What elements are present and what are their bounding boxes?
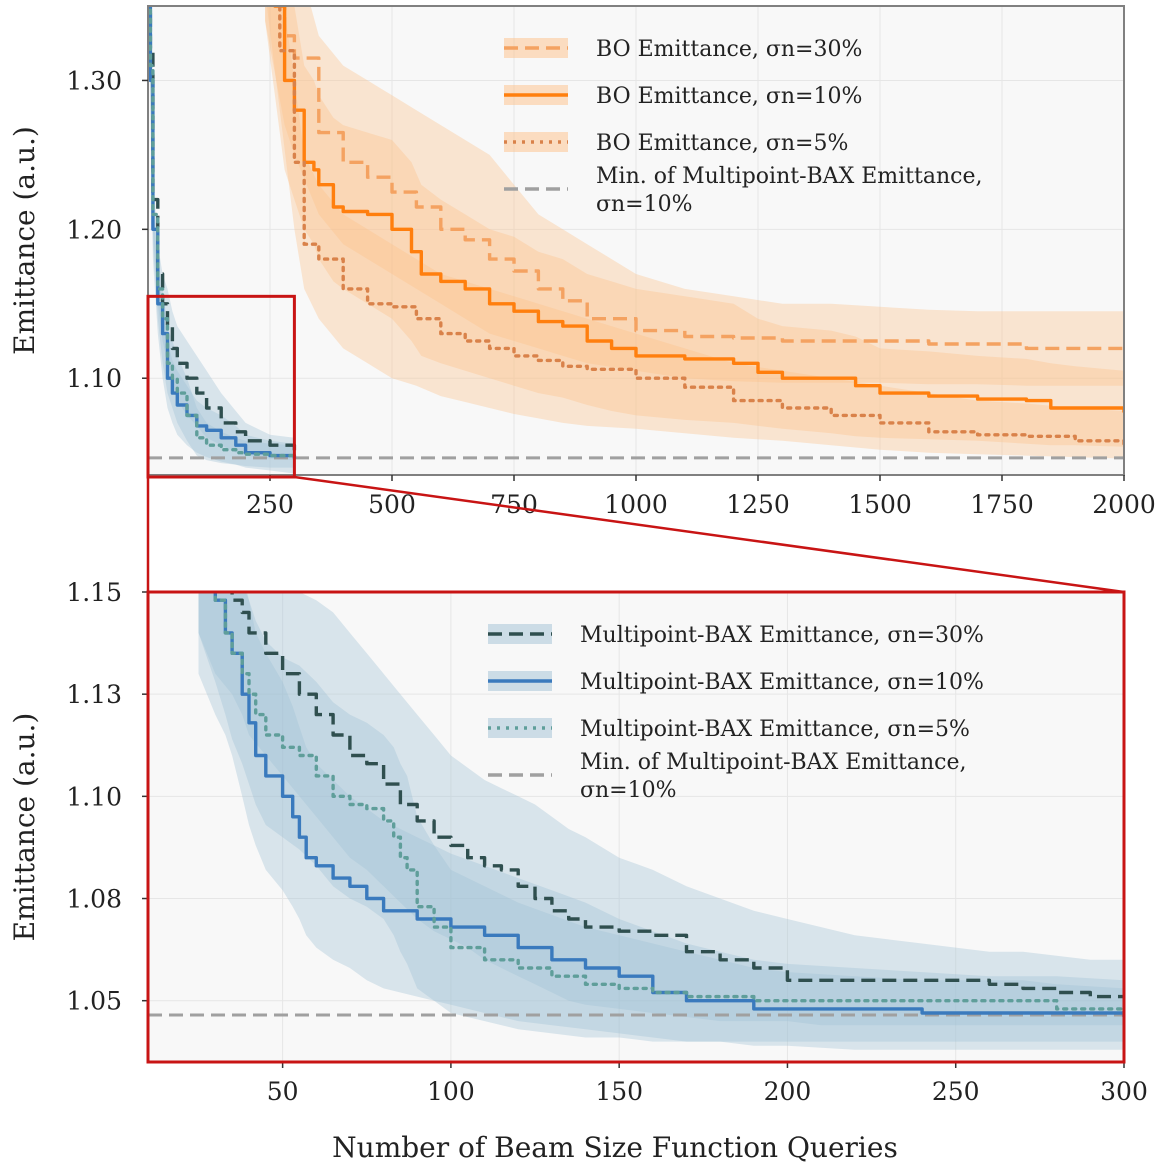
top-plot-area xyxy=(148,6,1124,474)
bottom-legend-label: Multipoint-BAX Emittance, σn=5% xyxy=(580,717,970,742)
zoom-connector-right xyxy=(294,475,1125,594)
zoom-box xyxy=(146,294,296,479)
bottom-band-bax10 xyxy=(198,592,1124,1050)
top-legend-label: BO Emittance, σn=30% xyxy=(596,37,862,62)
bottom-x-tick-label: 250 xyxy=(932,1077,980,1106)
bottom-legend-label: σn=10% xyxy=(580,778,677,803)
top-band-bo30 xyxy=(265,6,1124,386)
top-y-tick-label: 1.10 xyxy=(66,364,122,393)
top-y-tick-label: 1.30 xyxy=(66,66,122,95)
bottom-y-tick-label: 1.13 xyxy=(66,680,122,709)
bottom-legend-label: Multipoint-BAX Emittance, σn=30% xyxy=(580,623,984,648)
bottom-y-tick-label: 1.08 xyxy=(66,885,122,914)
bottom-plot-area xyxy=(148,592,1124,1050)
bottom-plot-background xyxy=(148,592,1124,1062)
bottom-y-tick-label: 1.05 xyxy=(66,987,122,1016)
bottom-band-bax5 xyxy=(198,592,1124,1042)
zoom-connectors xyxy=(146,294,1126,1064)
bottom-legend-label: Multipoint-BAX Emittance, σn=10% xyxy=(580,670,984,695)
bottom-y-axis-label: Emittance (a.u.) xyxy=(8,713,41,942)
bottom-series-line-bax30 xyxy=(230,592,1124,999)
bottom-x-tick-label: 300 xyxy=(1100,1077,1148,1106)
bottom-x-tick-label: 150 xyxy=(595,1077,643,1106)
bottom-x-tick-label: 100 xyxy=(427,1077,475,1106)
top-band-bo5 xyxy=(266,6,1124,459)
top-band-bo10 xyxy=(265,6,1124,447)
top-legend-label: σn=10% xyxy=(596,192,693,217)
bottom-y-tick-label: 1.10 xyxy=(66,782,122,811)
bottom-legend: Multipoint-BAX Emittance, σn=30% Multipoi… xyxy=(488,623,984,803)
top-x-tick-label: 500 xyxy=(368,490,416,519)
bottom-y-tick-label: 1.15 xyxy=(66,578,122,607)
top-series-line-bax5 xyxy=(148,6,297,461)
top-legend-label: BO Emittance, σn=5% xyxy=(596,131,848,156)
top-band-bax30 xyxy=(148,6,295,461)
top-series-line-bo10 xyxy=(273,6,1124,413)
bottom-panel: 50 100 150 200 250 300 1.05 1.08 1.10 1.13 1.15 Emi… xyxy=(8,578,1148,1106)
bottom-legend-swatch-band xyxy=(488,718,552,738)
bottom-x-tick-label: 200 xyxy=(764,1077,812,1106)
top-x-tick-label: 1750 xyxy=(970,490,1034,519)
top-legend: BO Emittance, σn=30% BO Emittance, σn=10%… xyxy=(504,37,982,217)
top-x-tick-label: 1500 xyxy=(848,490,912,519)
top-x-tick-label: 1000 xyxy=(604,490,668,519)
top-legend-swatch-band xyxy=(504,132,568,152)
top-x-tick-label: 250 xyxy=(246,490,294,519)
top-series-line-bo30 xyxy=(282,6,1124,351)
top-y-axis-label: Emittance (a.u.) xyxy=(8,126,41,355)
bottom-legend-label: Min. of Multipoint-BAX Emittance, xyxy=(580,750,966,775)
bottom-series-line-bax10 xyxy=(213,592,1124,1017)
bottom-x-tick-label: 50 xyxy=(267,1077,299,1106)
top-legend-label: Min. of Multipoint-BAX Emittance, xyxy=(596,164,982,189)
top-x-tick-label: 2000 xyxy=(1092,490,1156,519)
bottom-band-bax30 xyxy=(198,592,1124,1026)
bottom-series-line-bax5 xyxy=(213,592,1124,1019)
top-ticks: 250 500 750 1000 1250 1500 1750 20001.101.201.3… xyxy=(66,66,1155,519)
x-axis-label: Number of Beam Size Function Queries xyxy=(332,1131,898,1164)
top-series-line-bo5 xyxy=(278,6,1124,446)
top-series-line-bax30 xyxy=(148,6,297,453)
top-x-tick-label: 1250 xyxy=(726,490,790,519)
zoom-inset-frame xyxy=(146,590,1126,1064)
top-legend-label: BO Emittance, σn=10% xyxy=(596,84,862,109)
top-y-tick-label: 1.20 xyxy=(66,215,122,244)
top-panel: 250 500 750 1000 1250 1500 1750 20001.101.201.3… xyxy=(8,5,1156,519)
